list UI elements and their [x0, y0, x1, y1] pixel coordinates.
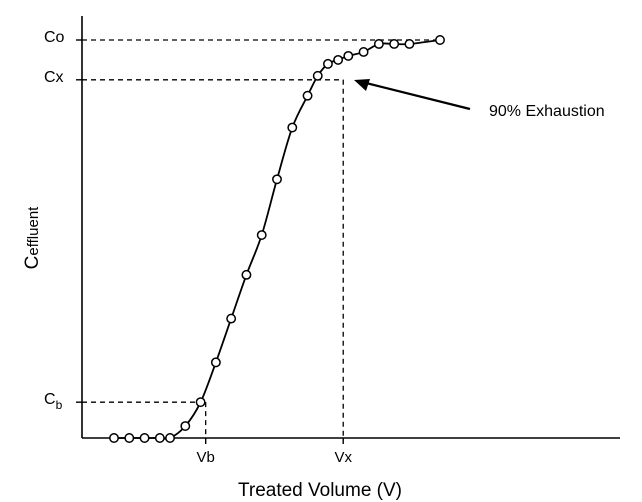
data-point-12	[287, 122, 298, 133]
data-point-13	[302, 90, 313, 101]
series-curve	[113, 39, 441, 440]
tick-labels: Vb Vx Co Cx Cb	[44, 29, 352, 466]
series-line	[113, 39, 441, 440]
y-axis-label: Ceffluent	[22, 206, 43, 270]
data-point-1	[124, 433, 135, 443]
y-axis-label-main: C	[22, 256, 43, 270]
data-point-4	[165, 433, 175, 443]
data-point-8	[226, 313, 237, 324]
data-point-9	[241, 269, 252, 280]
y-tick-label-1: Cx	[44, 69, 64, 86]
x-axis-label: Treated Volume (V)	[238, 480, 402, 501]
data-point-5	[180, 421, 191, 432]
data-point-11	[272, 174, 282, 185]
y-tick-label-sub-2: b	[56, 398, 63, 412]
data-point-15	[322, 58, 333, 69]
data-point-21	[404, 39, 415, 49]
x-tick-label-0: Vb	[197, 449, 215, 466]
data-points	[109, 35, 445, 443]
annotation-arrowhead	[354, 79, 370, 91]
data-point-7	[210, 357, 221, 368]
y-tick-label-0: Co	[44, 29, 65, 46]
data-point-3	[154, 433, 165, 443]
svg-text:Ceffluent: Ceffluent	[22, 206, 43, 270]
annotation-label: 90% Exhaustion	[489, 103, 605, 120]
annotation-arrow	[357, 79, 471, 111]
x-tick-label-1: Vx	[334, 449, 352, 466]
data-point-20	[389, 39, 400, 49]
data-point-19	[373, 39, 384, 49]
y-tick-label-2: Cb	[44, 391, 63, 412]
annotation: 90% Exhaustion	[354, 79, 605, 120]
data-point-6	[195, 397, 206, 408]
data-point-22	[435, 35, 445, 45]
data-point-17	[343, 50, 354, 61]
data-point-14	[312, 70, 323, 81]
axes	[81, 16, 620, 439]
data-point-2	[139, 433, 150, 443]
data-point-10	[256, 230, 267, 240]
data-point-0	[109, 433, 119, 443]
data-point-16	[333, 54, 344, 65]
y-axis-label-sub: effluent	[25, 206, 42, 256]
data-point-18	[358, 46, 369, 57]
